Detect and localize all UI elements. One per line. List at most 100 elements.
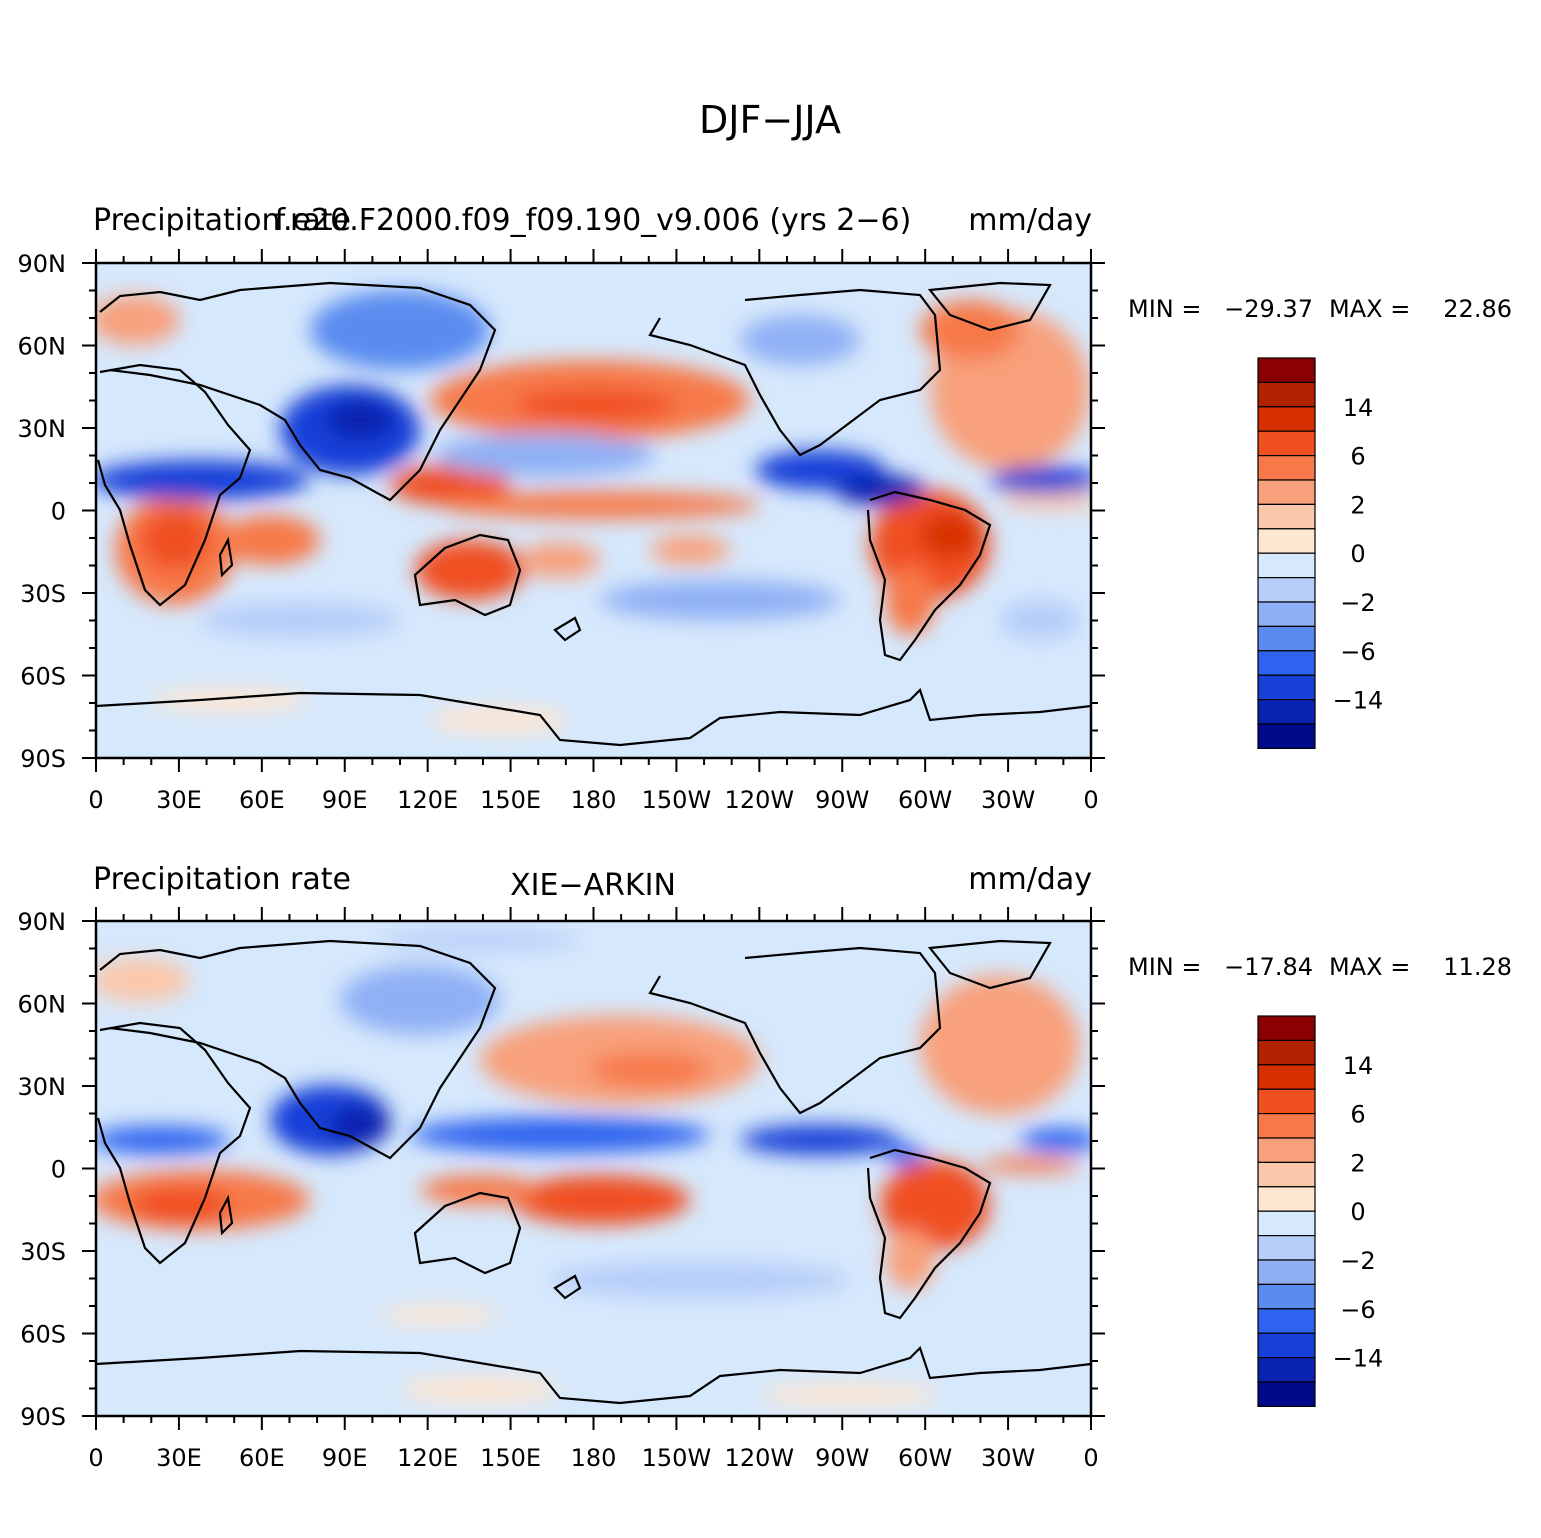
x-tick-label: 30E bbox=[156, 1444, 202, 1472]
colorbar-box bbox=[1257, 1308, 1316, 1334]
colorbar-box bbox=[1257, 1234, 1316, 1261]
x-tick-label: 30W bbox=[981, 786, 1035, 814]
x-tick-label: 120W bbox=[725, 786, 795, 814]
x-tick-label: 180 bbox=[571, 786, 617, 814]
colorbar-label: 2 bbox=[1350, 491, 1365, 519]
colorbar-box bbox=[1257, 528, 1316, 554]
y-tick-label: 0 bbox=[51, 1156, 66, 1184]
colorbar-box bbox=[1257, 1161, 1316, 1188]
precipitation-field bbox=[96, 263, 1091, 758]
colorbar-box bbox=[1257, 1210, 1316, 1237]
colorbar-box bbox=[1257, 698, 1316, 725]
y-tick-label: 90S bbox=[20, 1403, 66, 1431]
colorbar-box bbox=[1257, 503, 1316, 530]
colorbar-label: 14 bbox=[1343, 394, 1374, 422]
colorbar-box bbox=[1257, 1381, 1316, 1407]
y-tick-label: 30N bbox=[18, 1073, 67, 1101]
x-tick-label: 90E bbox=[322, 1444, 368, 1472]
y-tick-label: 60S bbox=[20, 1321, 66, 1349]
y-tick-label: 90S bbox=[20, 745, 66, 773]
colorbar-box bbox=[1257, 455, 1316, 481]
colorbar-label: 6 bbox=[1350, 443, 1365, 471]
x-tick-label: 60E bbox=[239, 1444, 285, 1472]
min-value: −29.37 bbox=[1224, 295, 1313, 323]
y-tick-label: 30S bbox=[20, 1238, 66, 1266]
colorbar-box bbox=[1257, 625, 1316, 652]
x-tick-label: 150W bbox=[642, 786, 712, 814]
colorbar-label: 2 bbox=[1350, 1149, 1365, 1177]
x-tick-labels: 0 30E 60E 90E 120E 150E 180 150W 120W 90W 60W 30W 0 bbox=[88, 786, 1098, 814]
x-tick-label: 0 bbox=[88, 786, 103, 814]
precipitation-field bbox=[96, 921, 1091, 1416]
colorbar-box bbox=[1257, 674, 1316, 701]
colorbar-box bbox=[1257, 406, 1316, 432]
colorbar-label: −6 bbox=[1340, 1296, 1375, 1324]
x-tick-label: 90E bbox=[322, 786, 368, 814]
x-tick-label: 0 bbox=[88, 1444, 103, 1472]
colorbar-box bbox=[1257, 1332, 1316, 1359]
panel-right-label: mm/day bbox=[968, 203, 1092, 238]
max-value: 22.86 bbox=[1443, 295, 1512, 323]
colorbar-label: 14 bbox=[1343, 1052, 1374, 1080]
min-label: MIN = bbox=[1128, 295, 1201, 323]
stats-observed: MIN = −17.84 MAX = 11.28 bbox=[1128, 953, 1512, 981]
max-value: 11.28 bbox=[1443, 953, 1512, 981]
colorbar-box bbox=[1257, 552, 1316, 579]
axis-ticks bbox=[82, 907, 1105, 1430]
y-tick-label: 60N bbox=[18, 333, 67, 361]
x-tick-labels: 0 30E 60E 90E 120E 150E 180 150W 120W 90W 60W 30W 0 bbox=[88, 1444, 1098, 1472]
colorbar-box bbox=[1257, 1088, 1316, 1115]
colorbar-box bbox=[1257, 1186, 1316, 1212]
x-tick-label: 60W bbox=[898, 786, 952, 814]
colorbar-box bbox=[1257, 1259, 1316, 1285]
max-label: MAX = bbox=[1329, 953, 1410, 981]
colorbar-label: 0 bbox=[1350, 540, 1365, 568]
panel-model: Precipitation rate f.e20.F2000.f09_f09.1… bbox=[18, 203, 1105, 814]
x-tick-label: 30E bbox=[156, 786, 202, 814]
colorbar-box bbox=[1257, 650, 1316, 676]
panel-right-label: mm/day bbox=[968, 862, 1092, 897]
panel-left-label: Precipitation rate bbox=[93, 862, 351, 897]
y-tick-label: 30N bbox=[18, 415, 67, 443]
panel-left-label: Precipitation rate bbox=[93, 203, 351, 238]
colorbar-model: 14 6 2 0 −2 −6 −14 bbox=[1257, 357, 1384, 749]
x-tick-label: 90W bbox=[815, 786, 869, 814]
colorbar-label: −2 bbox=[1340, 1247, 1375, 1275]
x-tick-label: 90W bbox=[815, 1444, 869, 1472]
colorbar-box bbox=[1257, 479, 1316, 505]
min-value: −17.84 bbox=[1224, 953, 1313, 981]
colorbar-box bbox=[1257, 1283, 1316, 1310]
colorbar-box bbox=[1257, 381, 1316, 408]
colorbar-box bbox=[1257, 1356, 1316, 1383]
figure-title: DJF−JJA bbox=[699, 98, 841, 142]
x-tick-label: 120E bbox=[397, 786, 458, 814]
colorbar-label: −14 bbox=[1333, 687, 1384, 715]
colorbar-box bbox=[1257, 430, 1316, 457]
y-tick-label: 90N bbox=[18, 908, 67, 936]
colorbar-box bbox=[1257, 1064, 1316, 1090]
colorbar-box bbox=[1257, 723, 1316, 749]
y-tick-labels: 90N 60N 30N 0 30S 60S 90S bbox=[18, 250, 67, 773]
y-tick-labels: 90N 60N 30N 0 30S 60S 90S bbox=[18, 908, 67, 1431]
colorbar-label: 6 bbox=[1350, 1101, 1365, 1129]
colorbar-label: −2 bbox=[1340, 589, 1375, 617]
colorbar-box bbox=[1257, 1039, 1316, 1066]
panel-center-label: f.e20.F2000.f09_f09.190_v9.006 (yrs 2−6) bbox=[275, 203, 912, 238]
colorbar-label: −6 bbox=[1340, 638, 1375, 666]
x-tick-label: 0 bbox=[1083, 786, 1098, 814]
y-tick-label: 60S bbox=[20, 663, 66, 691]
y-tick-label: 30S bbox=[20, 580, 66, 608]
panel-observed: Precipitation rate XIE−ARKIN mm/day bbox=[18, 862, 1105, 1472]
colorbar-label: 0 bbox=[1350, 1198, 1365, 1226]
min-label: MIN = bbox=[1128, 953, 1201, 981]
x-tick-label: 180 bbox=[571, 1444, 617, 1472]
colorbar-observed: 14 6 2 0 −2 −6 −14 bbox=[1257, 1015, 1383, 1407]
x-tick-label: 0 bbox=[1083, 1444, 1098, 1472]
x-tick-label: 120W bbox=[725, 1444, 795, 1472]
axis-ticks bbox=[82, 249, 1105, 772]
max-label: MAX = bbox=[1329, 295, 1410, 323]
x-tick-label: 150W bbox=[642, 1444, 712, 1472]
stats-model: MIN = −29.37 MAX = 22.86 bbox=[1128, 295, 1512, 323]
y-tick-label: 90N bbox=[18, 250, 67, 278]
